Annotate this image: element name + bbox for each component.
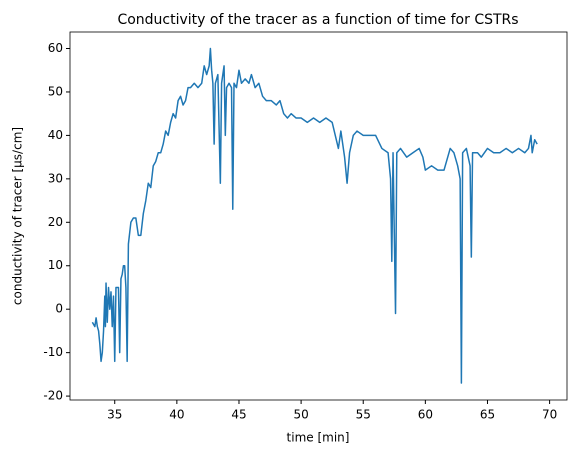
y-tick-label: 0 [55, 302, 63, 316]
y-tick-label: 30 [48, 171, 63, 185]
chart-title: Conductivity of the tracer as a function… [117, 12, 518, 28]
x-tick-label: 35 [107, 408, 122, 422]
y-tick-label: -10 [43, 345, 63, 359]
x-tick-label: 50 [293, 408, 308, 422]
x-tick-label: 70 [542, 408, 557, 422]
x-axis-label: time [min] [287, 431, 350, 445]
x-tick-label: 45 [231, 408, 246, 422]
data-line [91, 47, 538, 384]
axes-frame [69, 31, 568, 401]
y-tick-label: 10 [48, 258, 63, 272]
y-axis-label: conductivity of tracer [µs/cm] [11, 127, 25, 305]
y-tick-label: -20 [43, 389, 63, 403]
x-tick-label: 40 [169, 408, 184, 422]
x-tick-label: 65 [480, 408, 495, 422]
y-tick-label: 50 [48, 84, 63, 98]
y-tick-label: 20 [48, 215, 63, 229]
x-tick-label: 55 [356, 408, 371, 422]
y-tick-label: 60 [48, 41, 63, 55]
y-tick-label: 40 [48, 128, 63, 142]
x-tick-label: 60 [418, 408, 433, 422]
